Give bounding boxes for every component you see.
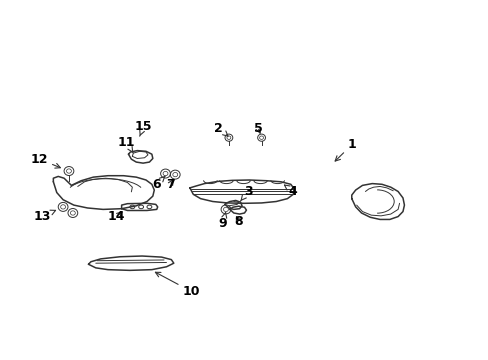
Text: 11: 11 <box>118 136 135 153</box>
Text: 2: 2 <box>214 122 227 136</box>
Text: 13: 13 <box>33 210 56 223</box>
Text: 4: 4 <box>284 185 297 198</box>
Text: 1: 1 <box>334 138 355 161</box>
Text: 5: 5 <box>253 122 262 135</box>
Text: 12: 12 <box>31 153 60 168</box>
Text: 6: 6 <box>152 176 164 191</box>
Text: 14: 14 <box>108 210 125 223</box>
Text: 15: 15 <box>135 121 152 136</box>
Text: 8: 8 <box>234 215 243 228</box>
Text: 9: 9 <box>218 213 226 230</box>
Text: 7: 7 <box>165 178 174 191</box>
Text: 10: 10 <box>155 272 199 298</box>
Text: 3: 3 <box>240 185 252 201</box>
